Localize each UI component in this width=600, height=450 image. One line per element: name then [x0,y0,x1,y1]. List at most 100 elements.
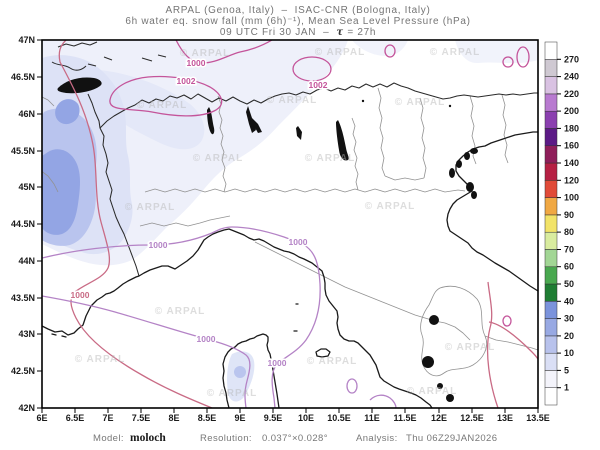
colorbar-tick-label: 90 [564,210,574,220]
arpal-watermark: © ARPAL [365,201,415,212]
y-tick-label: 45N [18,182,35,192]
snow-patch [99,70,205,150]
arpal-watermark: © ARPAL [75,354,125,365]
coast-ligurian-tyrrhenian [42,228,433,408]
colorbar-segment [544,59,558,77]
lake-garda [336,120,349,161]
lagoon-blob [449,168,455,178]
y-tick-label: 44.5N [11,219,35,229]
contour-label: 1000 [289,237,308,247]
border-path [254,241,471,341]
lake-vico [437,383,443,389]
analysis-value: Thu 06Z29JAN2026 [406,433,497,444]
colorbar-segment [544,41,558,60]
arpal-watermark: © ARPAL [193,153,243,164]
y-tick-label: 46.5N [11,72,35,82]
lake-geneva [57,77,102,94]
title-block: ARPAL (Genoa, Italy) – ISAC-CNR (Bologna… [125,5,470,38]
colorbar-labels: 1 5 10 20 30 40 50 60 70 80 90 100 120 1… [564,54,579,392]
contour-label: 1000 [71,290,90,300]
contour-label: 1000 [197,334,216,344]
x-tick-label: 11E [364,413,380,423]
colorbar-tick-label: 1 [564,383,569,393]
isobar-1002-lombardy [292,56,332,82]
map-plot-area: 1000 1002 1002 1000 1000 1000 1000 1000 … [42,40,538,408]
lake-como [246,106,262,133]
x-tick-label: 10E [298,413,314,423]
isobar-1000-liguria-apennine [42,226,321,408]
colorbar-segment [544,76,558,95]
alpine-mark [157,54,167,58]
colorbar-tick-label: 240 [564,72,579,82]
lagoon-blob [471,191,477,199]
colorbar-tick-label: 100 [564,193,579,203]
x-tick-label: 6.5E [66,413,85,423]
x-tick-label: 8.5E [198,413,217,423]
lake-iseo [296,126,302,140]
x-tick-label: 7.5E [132,413,151,423]
contour-label: 1000 [149,240,168,250]
lake-bolsena [422,356,434,368]
colorbar-segments [544,41,558,406]
border-path [469,95,477,165]
colorbar-tick-label: 70 [564,245,574,255]
border-path [377,87,386,177]
lagoon-blob [464,152,470,160]
colorbar-tick-label: 180 [564,123,579,133]
border-path [42,171,59,193]
snow-patch [42,149,80,235]
contour-label: 1002 [309,80,328,90]
arpal-watermark: © ARPAL [267,95,317,106]
x-tick-label: 6E [36,413,47,423]
border-path [501,94,509,164]
colorbar-segment [544,301,558,319]
arpal-watermark: © ARPAL [305,153,355,164]
y-axis-labels: 47N 46.5N 46N 45.5N 45N 44.5N 44N 43.5N … [11,35,35,413]
arpal-watermark: © ARPAL [445,342,495,353]
small-dot [361,99,365,103]
colorbar: 1 5 10 20 30 40 50 60 70 80 90 100 120 1… [544,41,579,406]
y-tick-label: 45.5N [11,146,35,156]
x-tick-label: 13E [497,413,513,423]
colorbar-tick-label: 220 [564,89,579,99]
y-tick-label: 42.5N [11,366,35,376]
snowfall-shading [42,40,538,402]
colorbar-segment [544,231,558,250]
footer: Model: moloch Resolution: 0.037°×0.028° … [93,432,497,444]
y-tick-label: 42N [18,403,35,413]
colorbar-segment [544,145,558,164]
colorbar-segment [544,266,558,285]
border-path [139,215,231,227]
x-tick-label: 13.5E [526,413,550,423]
isobar-fragment [369,394,397,408]
y-tick-label: 44N [18,256,35,266]
alpine-mark [141,57,153,62]
arpal-watermark: © ARPAL [395,97,445,108]
colorbar-tick-label: 40 [564,296,574,306]
x-axis-labels: 6E 6.5E 7E 7.5E 8E 8.5E 9E 9.5E 10E 10.5… [36,413,549,423]
colorbar-segment [544,249,558,268]
coast-corsica [222,333,280,408]
venetian-lagoon [449,148,478,199]
arpal-watermark: © ARPAL [155,306,205,317]
small-dot [448,104,452,108]
colorbar-tick-label: 10 [564,348,574,358]
snow-patch [55,99,80,125]
y-tick-label: 47N [18,35,35,45]
isobar-southeast-2 [488,321,538,361]
model-label: Model: [93,433,124,444]
border-path [384,175,425,181]
border-path [419,97,427,179]
snow-patch [352,40,408,56]
alpine-mark [103,56,113,61]
isobar-closed-small [384,44,396,58]
x-tick-label: 12.5E [460,413,484,423]
x-axis-ticks [41,408,539,413]
isobar-1000-sea [42,295,251,408]
pressure-contours [42,40,538,408]
arpal-watermark: © ARPAL [315,47,365,58]
border-path-umbria [420,285,488,377]
isobar-1002-piedmont [109,75,223,117]
